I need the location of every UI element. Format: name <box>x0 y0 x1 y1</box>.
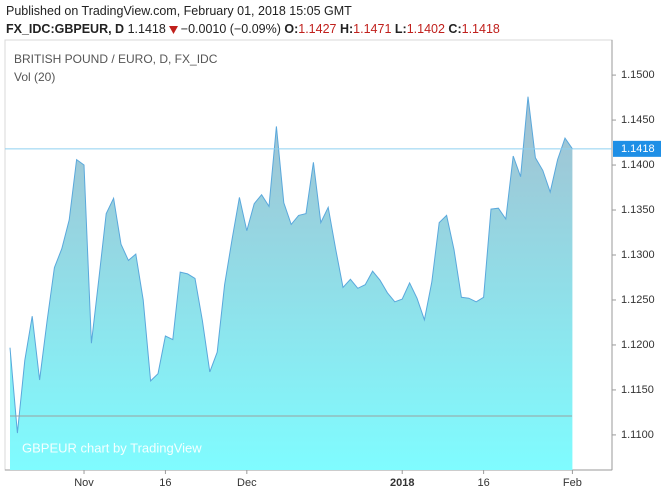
area-fill <box>10 96 573 470</box>
ohlc-label: H: <box>339 22 354 36</box>
published-line: Published on TradingView.com, February 0… <box>6 4 352 18</box>
last-price-box <box>613 140 661 157</box>
y-tick-label: 1.1450 <box>621 114 655 126</box>
ohlc-value: 1.1418 <box>461 22 500 36</box>
y-tick-label: 1.1250 <box>621 294 655 306</box>
y-tick-label: 1.1100 <box>621 429 654 441</box>
y-tick-label: 1.1150 <box>621 384 654 396</box>
last-price-label: 1.1418 <box>621 143 655 155</box>
y-tick-label: 1.1500 <box>621 69 655 81</box>
ohlc-value: 1.1427 <box>298 22 337 36</box>
x-tick-label: 16 <box>159 477 171 489</box>
ohlc-value: 1.1471 <box>353 22 392 36</box>
x-tick-label: 16 <box>477 477 489 489</box>
y-tick-label: 1.1400 <box>621 159 655 171</box>
ohlc-label: L: <box>394 22 407 36</box>
x-tick-label: Nov <box>74 477 94 489</box>
plot <box>9 96 573 470</box>
x-tick-label: 2018 <box>390 477 414 489</box>
price: 1.1418 <box>127 22 166 36</box>
symbol-line: FX_IDC:GBPEUR, D 1.1418 −0.0010 (−0.09%) … <box>6 22 500 36</box>
ohlc-label: O: <box>284 22 299 36</box>
y-tick-label: 1.1200 <box>621 339 655 351</box>
symbol: FX_IDC:GBPEUR, D <box>6 22 125 36</box>
ohlc-value: 1.1402 <box>406 22 445 36</box>
chart-title: BRITISH POUND / EURO, D, FX_IDC <box>14 52 218 66</box>
ohlc-label: C: <box>448 22 462 36</box>
x-tick-label: Feb <box>563 477 582 489</box>
y-tick-label: 1.1300 <box>621 249 655 261</box>
watermark: GBPEUR chart by TradingView <box>22 440 202 455</box>
x-tick-label: Dec <box>237 477 257 489</box>
y-tick-label: 1.1350 <box>621 204 655 216</box>
change: −0.0010 (−0.09%) <box>180 22 281 36</box>
chart-subtitle: Vol (20) <box>14 70 55 84</box>
price-line <box>9 96 573 434</box>
down-arrow <box>168 26 178 34</box>
